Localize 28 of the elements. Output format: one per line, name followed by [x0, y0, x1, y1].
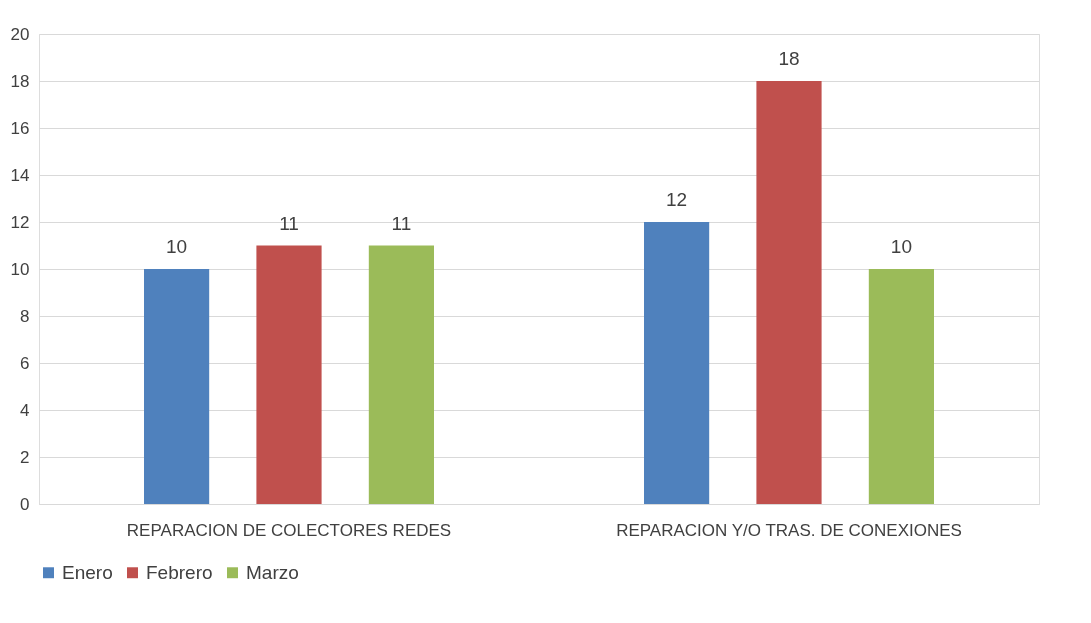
legend-label: Enero [62, 561, 113, 583]
data-label: 11 [279, 212, 299, 234]
y-tick-label: 12 [10, 212, 30, 232]
y-tick-label: 18 [10, 71, 30, 91]
y-tick-label: 2 [20, 447, 30, 467]
bar [144, 269, 210, 504]
y-tick-label: 6 [20, 353, 30, 373]
bar [256, 245, 322, 504]
y-tick-label: 14 [10, 165, 30, 185]
y-tick-label: 8 [20, 306, 30, 326]
y-tick-label: 10 [10, 259, 30, 279]
legend-label: Febrero [146, 561, 213, 583]
bar [644, 222, 710, 504]
x-tick-label: REPARACION Y/O TRAS. DE CONEXIONES [616, 520, 962, 540]
y-tick-label: 4 [20, 400, 30, 420]
bar [868, 269, 934, 504]
data-label: 18 [778, 48, 800, 69]
data-label: 11 [391, 212, 412, 234]
y-tick-label: 20 [10, 24, 30, 44]
y-tick-label: 0 [20, 494, 30, 514]
y-tick-label: 16 [10, 118, 30, 138]
data-label: 10 [166, 236, 188, 257]
x-tick-label: REPARACION DE COLECTORES REDES [126, 520, 452, 540]
bar [756, 81, 822, 504]
data-label: 12 [666, 189, 688, 210]
data-label: 10 [890, 236, 912, 257]
bar [368, 245, 434, 504]
legend-label: Marzo [246, 561, 299, 583]
